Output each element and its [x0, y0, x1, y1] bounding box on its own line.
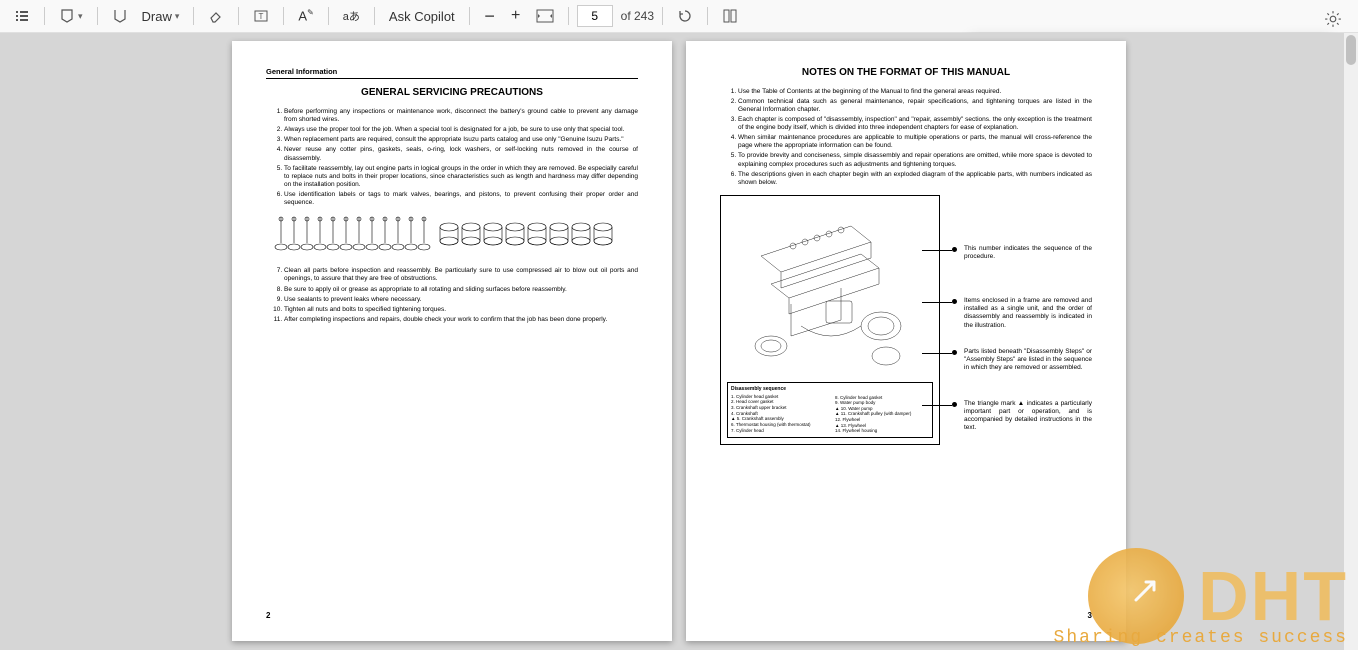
- page-title: GENERAL SERVICING PRECAUTIONS: [266, 87, 638, 100]
- watermark-tagline: Sharing creates success: [1054, 628, 1348, 648]
- list-item: When similar maintenance procedures are …: [738, 134, 1092, 150]
- settings-button[interactable]: [1318, 6, 1348, 32]
- list-item: Always use the proper tool for the job. …: [284, 126, 638, 134]
- draw-tool-button[interactable]: [106, 3, 134, 29]
- disasm-title: Disassembly sequence: [731, 386, 825, 392]
- list-item: Clean all parts before inspection and re…: [284, 267, 638, 283]
- draw-label-button[interactable]: Draw ▾: [136, 3, 186, 29]
- list-item: Use sealants to prevent leaks where nece…: [284, 296, 638, 304]
- notes-list: Use the Table of Contents at the beginni…: [720, 88, 1092, 187]
- figure-annotations: This number indicates the sequence of th…: [952, 195, 1092, 447]
- annotation-text: This number indicates the sequence of th…: [964, 245, 1092, 260]
- list-item: Common technical data such as general ma…: [738, 98, 1092, 114]
- draw-text: Draw: [142, 9, 172, 24]
- list-item: The descriptions given in each chapter b…: [738, 171, 1092, 187]
- list-item: Use identification labels or tags to mar…: [284, 191, 638, 207]
- zoom-out-button[interactable]: −: [478, 3, 502, 29]
- pdf-page-left: General Information GENERAL SERVICING PR…: [232, 41, 672, 641]
- page-view-button[interactable]: [716, 3, 744, 29]
- list-item: Each chapter is composed of "disassembly…: [738, 116, 1092, 132]
- pdf-page-right: NOTES ON THE FORMAT OF THIS MANUAL Use t…: [686, 41, 1126, 641]
- contents-button[interactable]: [8, 3, 36, 29]
- page-title: NOTES ON THE FORMAT OF THIS MANUAL: [720, 67, 1092, 80]
- text-box-button[interactable]: T: [247, 3, 275, 29]
- section-header: General Information: [266, 67, 638, 79]
- zoom-in-button[interactable]: +: [504, 3, 528, 29]
- annotation-text: Parts listed beneath "Disassembly Steps"…: [964, 348, 1092, 371]
- scrollbar-thumb[interactable]: [1346, 35, 1356, 65]
- text-style-button[interactable]: A✎: [292, 3, 319, 29]
- list-item: Be sure to apply oil or grease as approp…: [284, 286, 638, 294]
- list-item: Before performing any inspections or mai…: [284, 108, 638, 124]
- page-number-input[interactable]: [577, 5, 613, 27]
- chevron-down-icon: ▾: [175, 11, 180, 22]
- erase-button[interactable]: [202, 3, 230, 29]
- page-number: 3: [1088, 611, 1092, 621]
- ask-copilot-text: Ask Copilot: [389, 9, 455, 24]
- list-item: Tighten all nuts and bolts to specified …: [284, 306, 638, 314]
- list-item: Never reuse any cotter pins, gaskets, se…: [284, 146, 638, 162]
- precautions-list-cont: Clean all parts before inspection and re…: [266, 267, 638, 324]
- annotation-text: Items enclosed in a frame are removed an…: [964, 297, 1092, 328]
- translate-button[interactable]: aあ: [337, 3, 366, 29]
- chevron-down-icon: ▾: [78, 11, 83, 22]
- exploded-figure: Disassembly sequence 1. Cylinder head ga…: [720, 195, 940, 445]
- svg-text:T: T: [259, 12, 264, 21]
- engine-diagram: [731, 206, 931, 376]
- list-item: When replacement parts are required, con…: [284, 136, 638, 144]
- exploded-figure-wrap: Disassembly sequence 1. Cylinder head ga…: [720, 195, 1092, 445]
- vertical-scrollbar[interactable]: [1344, 33, 1358, 650]
- page-number: 2: [266, 611, 270, 621]
- list-item: To provide brevity and conciseness, simp…: [738, 152, 1092, 168]
- list-item: After completing inspections and repairs…: [284, 316, 638, 324]
- highlight-button[interactable]: ▾: [53, 3, 89, 29]
- list-item: Use the Table of Contents at the beginni…: [738, 88, 1092, 96]
- precautions-list: Before performing any inspections or mai…: [266, 108, 638, 207]
- list-item: To facilitate reassembly, lay out engine…: [284, 165, 638, 189]
- page-total-text: of 243: [621, 9, 654, 23]
- pdf-viewport[interactable]: General Information GENERAL SERVICING PR…: [0, 33, 1358, 650]
- annotation-text: The triangle mark ▲ indicates a particul…: [964, 400, 1092, 431]
- fit-width-button[interactable]: [530, 3, 560, 29]
- rotate-button[interactable]: [671, 3, 699, 29]
- pdf-toolbar: ▾ Draw ▾ T A✎ aあ Ask Copilot − + of 243: [0, 0, 1358, 33]
- disassembly-sequence-box: Disassembly sequence 1. Cylinder head ga…: [727, 382, 933, 438]
- ask-copilot-button[interactable]: Ask Copilot: [383, 3, 461, 29]
- parts-figure: [266, 213, 638, 261]
